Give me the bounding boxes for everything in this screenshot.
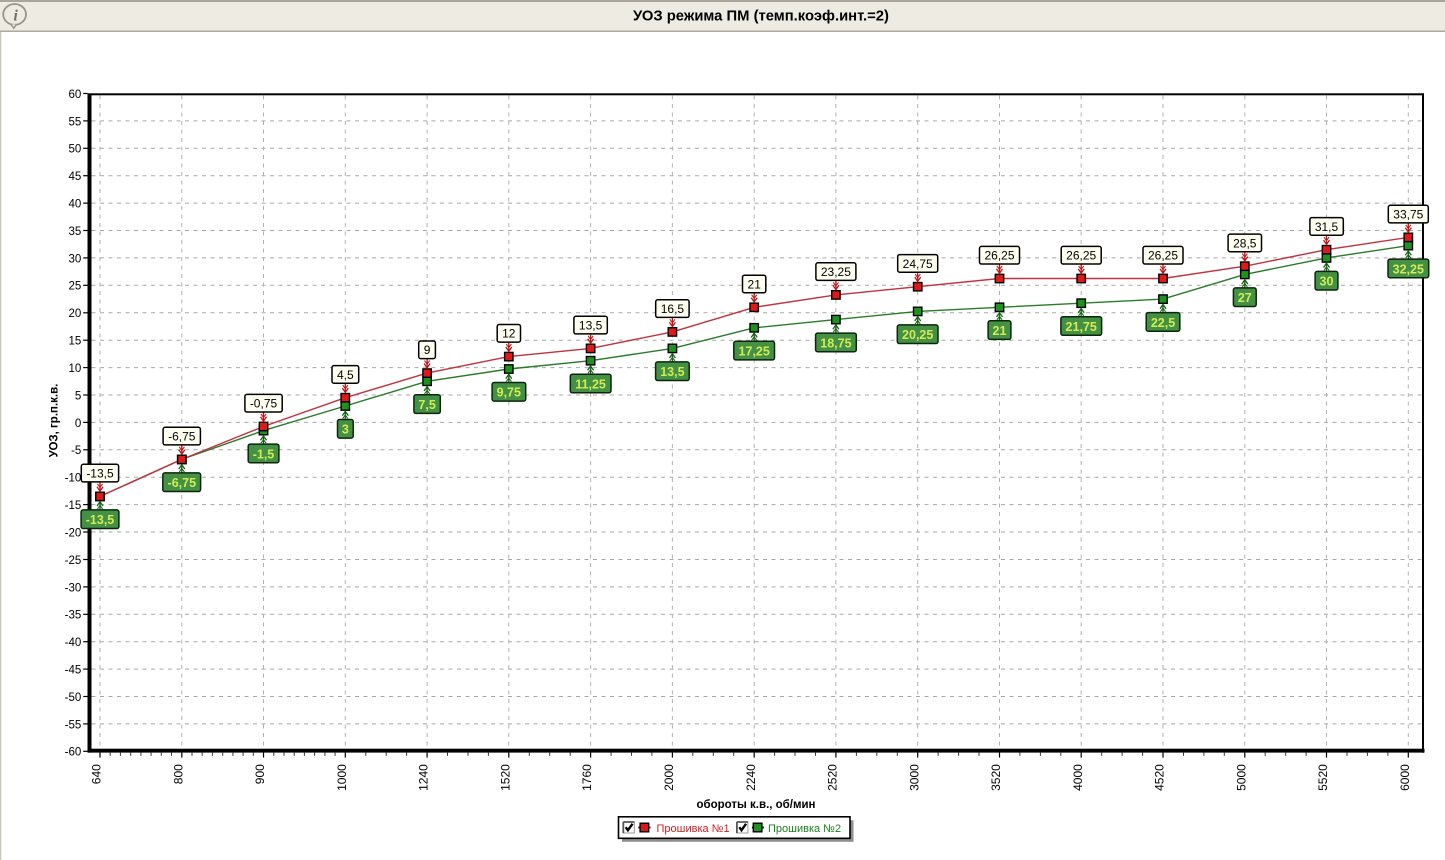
svg-text:1240: 1240 [417, 764, 431, 791]
svg-text:5: 5 [75, 390, 81, 402]
svg-text:4520: 4520 [1153, 764, 1167, 791]
svg-text:20: 20 [69, 308, 82, 320]
svg-text:30: 30 [1320, 275, 1334, 289]
svg-text:30: 30 [69, 253, 82, 265]
svg-text:0: 0 [75, 418, 81, 430]
svg-text:31,5: 31,5 [1315, 220, 1339, 234]
svg-text:60: 60 [69, 89, 82, 101]
svg-text:2000: 2000 [662, 764, 676, 791]
svg-text:Прошивка №1: Прошивка №1 [657, 823, 730, 835]
svg-text:23,25: 23,25 [821, 265, 851, 279]
svg-text:50: 50 [69, 144, 82, 156]
svg-text:-25: -25 [65, 555, 82, 567]
svg-text:3000: 3000 [907, 764, 921, 791]
svg-text:26,25: 26,25 [1148, 249, 1178, 263]
svg-text:-15: -15 [65, 500, 82, 512]
svg-text:-10: -10 [65, 473, 82, 485]
svg-text:4,5: 4,5 [337, 368, 354, 382]
svg-text:21: 21 [993, 324, 1007, 338]
svg-text:1000: 1000 [335, 764, 349, 791]
svg-text:13,5: 13,5 [660, 365, 684, 379]
svg-text:11,25: 11,25 [575, 377, 606, 391]
svg-text:6000: 6000 [1398, 764, 1412, 791]
svg-text:7,5: 7,5 [418, 398, 435, 412]
svg-text:9: 9 [424, 343, 431, 357]
svg-text:24,75: 24,75 [903, 257, 933, 271]
svg-text:27: 27 [1238, 291, 1252, 305]
svg-text:26,25: 26,25 [984, 249, 1014, 263]
svg-text:-13,5: -13,5 [86, 467, 114, 481]
svg-text:21: 21 [748, 277, 762, 291]
svg-text:-6,75: -6,75 [168, 430, 196, 444]
svg-text:-55: -55 [65, 719, 82, 731]
svg-text:2240: 2240 [744, 764, 758, 791]
svg-text:5520: 5520 [1316, 764, 1330, 791]
svg-text:9,75: 9,75 [497, 386, 521, 400]
svg-text:-40: -40 [65, 637, 82, 649]
svg-text:800: 800 [171, 764, 185, 784]
svg-text:3: 3 [342, 423, 349, 437]
svg-text:Прошивка №2: Прошивка №2 [768, 823, 841, 835]
svg-text:5000: 5000 [1234, 764, 1248, 791]
svg-text:УОЗ режима ПМ (темп.коэф.инт.=: УОЗ режима ПМ (темп.коэф.инт.=2) [633, 9, 889, 25]
svg-text:1520: 1520 [498, 764, 512, 791]
svg-text:15: 15 [69, 336, 82, 348]
svg-text:3520: 3520 [989, 764, 1003, 791]
svg-text:-5: -5 [71, 445, 81, 457]
svg-text:17,25: 17,25 [739, 345, 770, 359]
svg-text:22,5: 22,5 [1151, 316, 1175, 330]
svg-text:4000: 4000 [1071, 764, 1085, 791]
svg-text:33,75: 33,75 [1393, 208, 1423, 222]
svg-text:12: 12 [502, 327, 516, 341]
svg-text:21,75: 21,75 [1066, 320, 1097, 334]
svg-text:900: 900 [253, 764, 267, 784]
svg-text:40: 40 [69, 199, 82, 211]
svg-text:-20: -20 [65, 527, 82, 539]
svg-text:-35: -35 [65, 610, 82, 622]
svg-text:обороты к.в., об/мин: обороты к.в., об/мин [696, 799, 815, 811]
svg-text:-45: -45 [65, 665, 82, 677]
svg-text:-6,75: -6,75 [168, 476, 197, 490]
svg-text:16,5: 16,5 [661, 302, 685, 316]
svg-text:25: 25 [69, 281, 82, 293]
svg-text:20,25: 20,25 [902, 328, 933, 342]
svg-text:1760: 1760 [580, 764, 594, 791]
svg-text:26,25: 26,25 [1066, 249, 1096, 263]
svg-text:-30: -30 [65, 582, 82, 594]
svg-text:-60: -60 [65, 747, 82, 759]
svg-text:28,5: 28,5 [1233, 236, 1257, 250]
svg-text:2520: 2520 [826, 764, 840, 791]
svg-text:i: i [13, 8, 18, 25]
svg-text:35: 35 [69, 226, 82, 238]
svg-text:-50: -50 [65, 692, 82, 704]
svg-text:УОЗ, гр.п.к.в.: УОЗ, гр.п.к.в. [49, 384, 61, 458]
svg-text:-0,75: -0,75 [250, 397, 278, 411]
svg-text:45: 45 [69, 171, 82, 183]
svg-text:-13,5: -13,5 [86, 513, 115, 527]
svg-text:13,5: 13,5 [579, 319, 603, 333]
svg-text:-1,5: -1,5 [253, 447, 275, 461]
svg-text:10: 10 [69, 363, 82, 375]
svg-text:640: 640 [90, 764, 104, 784]
svg-text:32,25: 32,25 [1393, 262, 1424, 276]
svg-text:55: 55 [69, 116, 82, 128]
svg-text:18,75: 18,75 [820, 336, 851, 350]
